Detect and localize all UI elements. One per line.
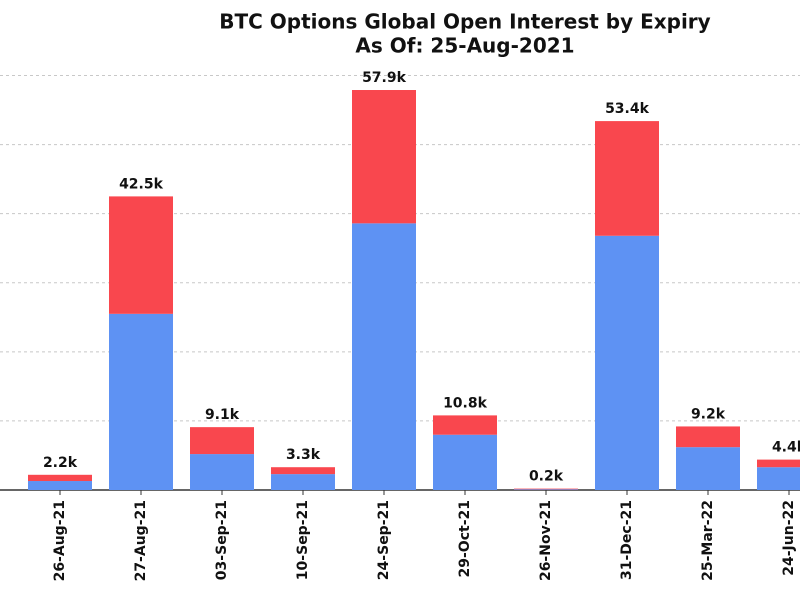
bar-segment [28, 474, 92, 482]
data-label: 10.8k [443, 395, 488, 411]
bar-segment [190, 454, 254, 490]
x-tick-label: 03-Sep-21 [214, 500, 230, 580]
data-label: 2.2k [43, 455, 78, 471]
data-label: 3.3k [286, 447, 321, 463]
data-label: 42.5k [119, 176, 164, 192]
bar-segment [676, 426, 740, 448]
bar-segment [352, 90, 416, 224]
x-tick-label: 26-Nov-21 [538, 500, 554, 581]
x-tick-label: 26-Aug-21 [52, 500, 68, 581]
bar-segment [595, 235, 659, 490]
bar-segment [190, 427, 254, 455]
x-tick-label: 29-Oct-21 [457, 500, 473, 577]
data-label: 53.4k [605, 101, 650, 117]
bar-segment [271, 474, 335, 490]
chart-title: BTC Options Global Open Interest by Expi… [219, 10, 710, 34]
data-label: 57.9k [362, 70, 407, 86]
bar-segment [109, 196, 173, 314]
bar-segment [28, 481, 92, 490]
x-tick-label: 27-Aug-21 [133, 500, 149, 581]
data-label: 0.2k [529, 469, 564, 485]
bar-segment [271, 467, 335, 475]
data-label: 9.2k [691, 406, 726, 422]
x-tick-label: 25-Mar-22 [700, 500, 716, 581]
bar-segment [433, 415, 497, 435]
bar-segment [109, 313, 173, 490]
bar-segment [352, 223, 416, 491]
bar-segment [676, 447, 740, 490]
x-tick-label: 10-Sep-21 [295, 500, 311, 580]
bar-segment [757, 467, 800, 490]
bar-segment [433, 434, 497, 490]
x-tick-label: 24-Sep-21 [376, 500, 392, 580]
bar-segment [595, 121, 659, 236]
chart-subtitle: As Of: 25-Aug-2021 [355, 34, 574, 58]
bar-segment [757, 459, 800, 468]
data-label: 9.1k [205, 407, 240, 423]
x-tick-label: 24-Jun-22 [781, 500, 797, 576]
data-label: 4.4k [772, 440, 800, 456]
bar-segment [514, 488, 578, 490]
bar-segment [514, 489, 578, 490]
x-tick-label: 31-Dec-21 [619, 500, 635, 580]
